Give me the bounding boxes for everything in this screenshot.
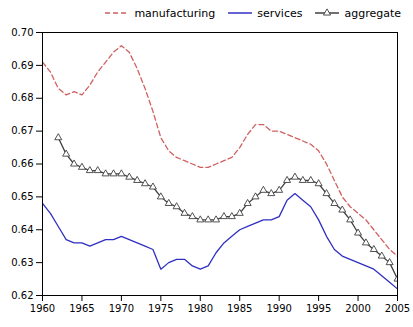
svg-text:1980: 1980 bbox=[188, 303, 213, 314]
svg-text:2005: 2005 bbox=[385, 303, 410, 314]
svg-text:1995: 1995 bbox=[306, 303, 331, 314]
html-text:aggregate: aggregate bbox=[344, 6, 401, 20]
svg-text:0.66: 0.66 bbox=[11, 158, 33, 169]
svg-text:0.67: 0.67 bbox=[11, 125, 33, 136]
svg-text:1965: 1965 bbox=[69, 303, 94, 314]
svg-text:0.65: 0.65 bbox=[11, 191, 33, 202]
svg-text:0.63: 0.63 bbox=[11, 257, 33, 268]
html-text:services: services bbox=[257, 6, 303, 20]
svg-text:0.69: 0.69 bbox=[11, 60, 33, 71]
svg-text:0.70: 0.70 bbox=[11, 27, 33, 38]
svg-text:1990: 1990 bbox=[266, 303, 291, 314]
svg-text:0.64: 0.64 bbox=[11, 224, 33, 235]
svg-text:1960: 1960 bbox=[30, 303, 55, 314]
svg-text:0.68: 0.68 bbox=[11, 92, 33, 103]
svg-text:2000: 2000 bbox=[345, 303, 370, 314]
html-text:manufacturing: manufacturing bbox=[134, 6, 216, 20]
svg-text:1970: 1970 bbox=[109, 303, 134, 314]
svg-text:0.62: 0.62 bbox=[11, 290, 33, 301]
svg-text:1975: 1975 bbox=[148, 303, 173, 314]
svg-text:1985: 1985 bbox=[227, 303, 252, 314]
